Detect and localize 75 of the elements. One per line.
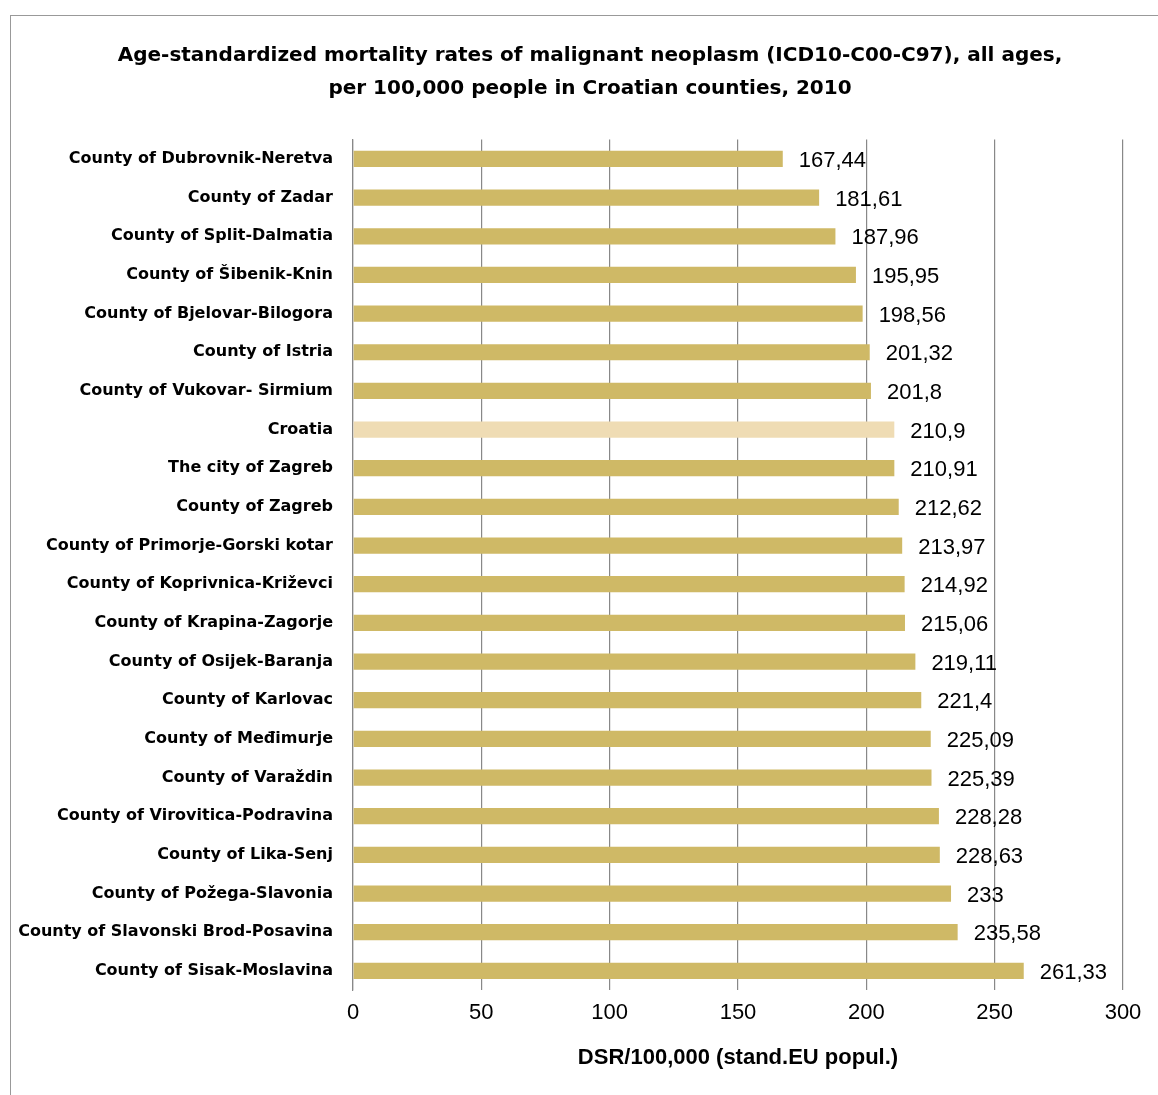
bar	[353, 228, 836, 245]
x-tick-label: 200	[847, 999, 885, 1025]
y-tick-label: Croatia	[267, 418, 333, 438]
y-tick-label: County of Virovitica-Podravina	[56, 805, 333, 825]
data-label: 181,61	[835, 185, 903, 211]
bar	[353, 344, 870, 361]
data-label: 195,95	[871, 262, 940, 288]
x-tick-label: 150	[719, 999, 757, 1025]
y-tick-label: County of Krapina-Zagorje	[94, 612, 334, 632]
y-tick-label: County of Osijek-Baranja	[108, 650, 333, 670]
y-tick-label: County of Koprivnica-Križevci	[66, 573, 333, 593]
y-tick-label: County of Karlovac	[162, 689, 333, 709]
bar	[353, 382, 871, 400]
bar	[353, 576, 905, 593]
bar	[353, 305, 863, 322]
data-label: 221,4	[937, 688, 993, 714]
bar	[353, 653, 916, 670]
data-label: 219,11	[931, 649, 998, 675]
y-tick-label: County of Vukovar- Sirmium	[79, 380, 333, 400]
data-label: 198,56	[878, 301, 946, 327]
data-label: 210,91	[910, 456, 978, 482]
y-tick-label: County of Sisak-Moslavina	[94, 960, 333, 980]
y-tick-label: The city of Zagreb	[168, 457, 333, 477]
data-label: 212,62	[914, 494, 983, 520]
bar	[353, 150, 783, 168]
data-label: 214,92	[920, 572, 988, 598]
data-label: 187,96	[851, 224, 919, 250]
data-label: 225,09	[946, 726, 1015, 752]
x-tick-label: 0	[346, 999, 360, 1025]
data-label: 233	[967, 881, 1004, 907]
bar	[353, 421, 895, 438]
bar	[353, 730, 931, 748]
y-tick-label: County of Zadar	[187, 186, 334, 206]
data-label: 210,9	[910, 417, 966, 443]
bar	[353, 266, 856, 284]
y-tick-label: County of Dubrovnik-Neretva	[68, 148, 333, 168]
bar	[353, 808, 939, 825]
bar	[353, 498, 899, 516]
bar	[353, 189, 820, 206]
data-label: 201,32	[885, 340, 954, 366]
bar	[353, 885, 952, 902]
x-tick-label: 250	[976, 999, 1014, 1025]
data-label: 215,06	[920, 610, 989, 636]
bar	[353, 537, 903, 554]
data-label: 225,39	[947, 765, 1015, 791]
data-label: 201,8	[886, 378, 943, 404]
bar	[353, 614, 905, 632]
data-label: 228,63	[955, 842, 1024, 868]
data-label: 235,58	[973, 920, 1041, 946]
chart-title: Age-standardized mortality rates of malignant neoplasm (ICD10-C00-C97), all ages, per 100,000 people in Croatian counties, 2010	[116, 41, 1064, 101]
x-tick-label: 300	[1104, 999, 1142, 1025]
x-tick-label: 100	[591, 999, 629, 1025]
y-tick-label: County of Požega-Slavonia	[91, 882, 333, 902]
bar	[353, 846, 940, 863]
bar	[353, 692, 922, 709]
data-label: 228,28	[954, 804, 1023, 830]
y-tick-label: County of Bjelovar-Bilogora	[84, 302, 333, 322]
y-tick-label: County of Lika-Senj	[157, 844, 333, 864]
bar	[353, 924, 958, 941]
y-tick-label: County of Varaždin	[161, 766, 333, 786]
y-tick-label: County of Slavonski Brod-Posavina	[18, 921, 333, 941]
x-tick-label: 50	[469, 999, 494, 1025]
bar	[353, 769, 932, 786]
y-tick-label: County of Zagreb	[176, 496, 333, 516]
data-label: 261,33	[1039, 958, 1108, 984]
y-tick-label: County of Split-Dalmatia	[111, 225, 333, 245]
bar	[353, 962, 1024, 979]
y-tick-label: County of Šibenik-Knin	[126, 264, 333, 284]
y-tick-label: County of Istria	[193, 341, 333, 361]
x-axis-title: DSR/100,000 (stand.EU popul.)	[577, 1043, 899, 1069]
y-tick-label: County of Međimurje	[144, 728, 334, 748]
data-label: 167,44	[798, 146, 867, 172]
y-tick-label: County of Primorje-Gorski kotar	[45, 534, 334, 554]
bar	[353, 460, 895, 477]
data-label: 213,97	[918, 533, 986, 559]
